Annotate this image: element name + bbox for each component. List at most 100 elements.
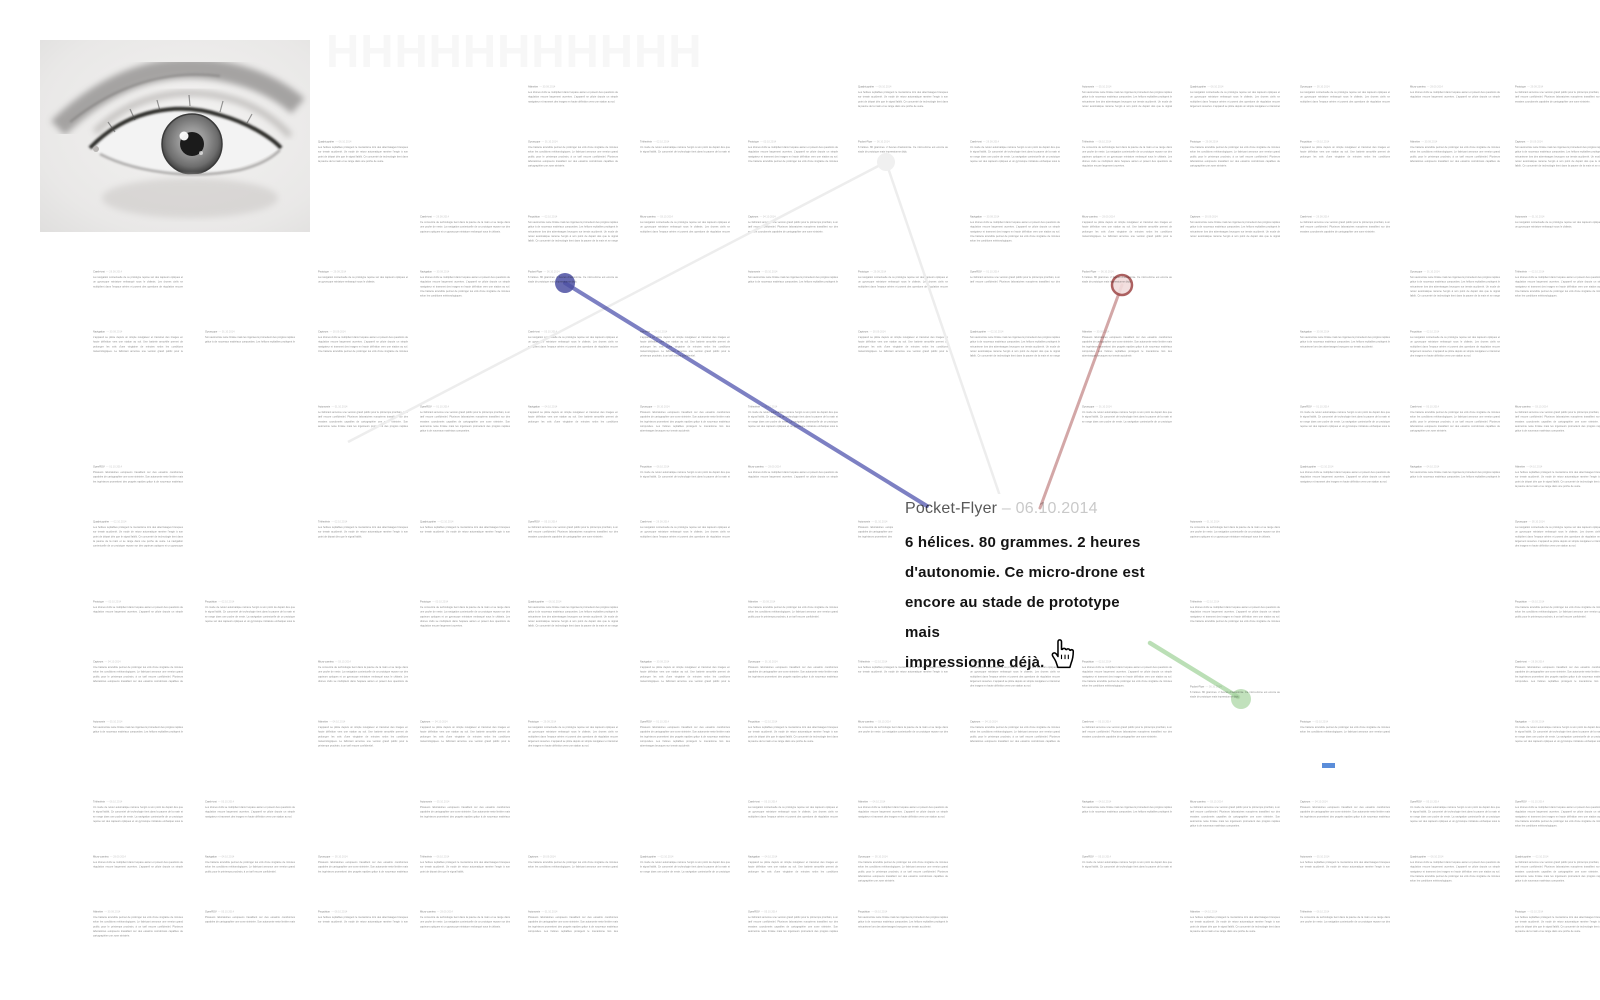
- news-item[interactable]: Navigation— 30.09.2014 L'appareil se pilo…: [93, 330, 183, 400]
- news-item[interactable]: Quadricoptère— 06.10.2014 Les drones civi…: [1410, 855, 1500, 939]
- news-item[interactable]: OpenROV— 05.10.2014 Le fabricant annonce …: [528, 520, 618, 576]
- news-item[interactable]: Quadricoptère— 06.10.2014 La navigation c…: [1190, 85, 1280, 155]
- news-item-pocket-flyer[interactable]: Pocket-Flyer— 06.10.2014 6 hélices. 80 gr…: [528, 270, 618, 312]
- news-item-pocket-flyer[interactable]: Pocket-Flyer— 06.10.2014 6 hélices. 80 gr…: [858, 140, 948, 182]
- news-item[interactable]: Capteurs— 30.09.2014 Une batterie amovibl…: [528, 855, 618, 897]
- news-item[interactable]: Télémétrie— 06.10.2014 Ce concentré de te…: [1082, 140, 1172, 224]
- news-item[interactable]: Navigation— 30.09.2014 Un mode de retour …: [1515, 720, 1600, 790]
- news-item[interactable]: Capteurs— 04.10.2014 Plusieurs laboratoir…: [1300, 800, 1390, 856]
- news-item[interactable]: Propulsion— 06.10.2014 L'appareil se pilo…: [1300, 140, 1390, 196]
- news-item[interactable]: Prototype— 29.09.2014 La navigation conte…: [318, 270, 408, 312]
- news-item[interactable]: Altimètre— 30.09.2014 Une batterie amovib…: [1410, 140, 1500, 210]
- eye-photo[interactable]: [40, 40, 310, 232]
- news-item[interactable]: Prototype— 03.10.2014 Ce concentré de tec…: [420, 600, 510, 684]
- news-item[interactable]: Crash-test— 03.10.2014 La navigation cont…: [748, 800, 838, 856]
- news-item[interactable]: Altimètre— 04.10.2014 Les drones civils s…: [858, 800, 948, 856]
- news-item[interactable]: OpenROV— 05.10.2014 Le fabricant annonce …: [748, 910, 838, 980]
- news-item[interactable]: Altimètre— 04.10.2014 Les hélices repliab…: [1190, 910, 1280, 980]
- news-item[interactable]: Gyroscope— 01.10.2014 Son autonomie reste…: [1410, 270, 1500, 354]
- news-item[interactable]: Télémétrie— 02.10.2014 Les drones civils …: [1515, 270, 1600, 354]
- news-item[interactable]: Autonomie— 05.10.2014 Son autonomie reste…: [748, 270, 838, 312]
- news-item-pocket-flyer[interactable]: Pocket-Flyer— 06.10.2014 6 hélices. 80 gr…: [1082, 270, 1172, 312]
- news-item[interactable]: Crash-test— 29.09.2014 Le fabricant annon…: [1300, 215, 1390, 271]
- news-item[interactable]: Prototype— 03.10.2014 Les drones civils s…: [748, 140, 838, 210]
- news-item[interactable]: Quadricoptère— 02.10.2014 Les hélices rep…: [93, 520, 183, 604]
- news-item[interactable]: Télémétrie— 02.10.2014 Les hélices replia…: [318, 520, 408, 576]
- news-item[interactable]: Micro-caméra— 29.09.2014 Ce concentré de …: [420, 910, 510, 966]
- news-item[interactable]: Autonomie— 01.10.2014 La navigation conte…: [1515, 215, 1600, 257]
- news-item[interactable]: Capteurs— 30.09.2014 Son autonomie reste …: [1190, 215, 1280, 285]
- news-item[interactable]: Autonomie— 01.10.2014 Le fabricant annonc…: [318, 405, 408, 475]
- news-item[interactable]: Quadricoptère— 06.10.2014 Son autonomie r…: [528, 600, 618, 684]
- news-item[interactable]: Autonomie— 05.10.2014 Plusieurs laboratoi…: [420, 800, 510, 856]
- news-item[interactable]: Propulsion— 06.10.2014 Un mode de retour …: [640, 465, 730, 507]
- news-item[interactable]: Altimètre— 30.09.2014 Plusieurs laboratoi…: [1082, 330, 1172, 414]
- news-item[interactable]: Capteurs— 30.09.2014 Son autonomie reste …: [1515, 140, 1600, 224]
- news-item[interactable]: Capteurs— 04.10.2014 Une batterie amovibl…: [93, 660, 183, 730]
- news-item[interactable]: OpenROV— 01.10.2014 Les drones civils se …: [1515, 800, 1600, 884]
- news-item[interactable]: Altimètre— 30.09.2014 Les drones civils s…: [528, 85, 618, 141]
- news-item[interactable]: Télémétrie— 02.10.2014 Un mode de retour …: [640, 140, 730, 182]
- news-item[interactable]: Navigation— 04.10.2014 L'appareil se pilo…: [748, 855, 838, 911]
- news-item[interactable]: Télémétrie— 06.10.2014 Ce concentré de te…: [1300, 910, 1390, 952]
- news-item[interactable]: Gyroscope— 05.10.2014 La navigation conte…: [1515, 520, 1600, 604]
- news-item[interactable]: OpenROV— 05.10.2014 Un mode de retour aut…: [1410, 800, 1500, 870]
- news-item[interactable]: Quadricoptère— 02.10.2014 Les hélices rep…: [420, 520, 510, 562]
- news-item[interactable]: Altimètre— 04.10.2014 Les hélices repliab…: [1515, 465, 1600, 535]
- news-item[interactable]: OpenROV— 01.10.2014 Plusieurs laboratoire…: [640, 720, 730, 804]
- news-item[interactable]: Crash-test— 29.09.2014 La navigation cont…: [640, 520, 730, 576]
- news-item[interactable]: Micro-caméra— 03.10.2014 Le fabricant ann…: [1190, 800, 1280, 884]
- news-item[interactable]: Altimètre— 04.10.2014 L'appareil se pilot…: [640, 330, 730, 414]
- news-item[interactable]: Propulsion— 02.10.2014 Un mode de retour …: [205, 600, 295, 670]
- news-item[interactable]: Propulsion— 02.10.2014 La navigation cont…: [1410, 330, 1500, 414]
- news-item[interactable]: Gyroscope— 05.10.2014 Plusieurs laboratoi…: [318, 855, 408, 911]
- news-item[interactable]: Télémétrie— 06.10.2014 Un mode de retour …: [93, 800, 183, 870]
- news-item[interactable]: Gyroscope— 01.10.2014 Une batterie amovib…: [528, 140, 618, 224]
- news-item[interactable]: Micro-caméra— 29.09.2014 L'appareil se pi…: [1082, 215, 1172, 285]
- news-item[interactable]: Crash-test— 29.09.2014 La navigation cont…: [93, 270, 183, 326]
- news-item[interactable]: Prototype— 29.09.2014 La navigation conte…: [528, 720, 618, 804]
- news-item[interactable]: Navigation— 30.09.2014 Les drones civils …: [420, 270, 510, 354]
- news-item[interactable]: Gyroscope— 05.10.2014 Une batterie amovib…: [858, 855, 948, 939]
- news-item[interactable]: Propulsion— 06.10.2014 Une batterie amovi…: [1515, 600, 1600, 656]
- focused-article[interactable]: Pocket-Flyer – 06.10.2014 6 hélices. 80 …: [893, 494, 1157, 671]
- news-item[interactable]: Micro-caméra— 03.10.2014 Ce concentré de …: [858, 720, 948, 762]
- news-item[interactable]: Gyroscope— 01.10.2014 Plusieurs laboratoi…: [748, 660, 838, 716]
- news-item-pocket-flyer[interactable]: Pocket-Flyer— 06.10.2014 6 hélices. 80 gr…: [1190, 685, 1280, 727]
- news-item[interactable]: Crash-test— 03.10.2014 Les drones civils …: [205, 800, 295, 856]
- news-item[interactable]: Autonomie— 05.10.2014 Les hélices repliab…: [1300, 855, 1390, 897]
- news-item[interactable]: Propulsion— 06.10.2014 Les hélices replia…: [318, 910, 408, 952]
- news-item[interactable]: Micro-caméra— 29.09.2014 Les drones civil…: [748, 465, 838, 507]
- news-item[interactable]: Gyroscope— 01.10.2014 Un mode de retour a…: [1082, 405, 1172, 461]
- news-item[interactable]: Prototype— 03.10.2014 Les drones civils s…: [93, 600, 183, 642]
- news-item[interactable]: OpenROV— 01.10.2014 Plusieurs laboratoire…: [93, 465, 183, 521]
- news-item[interactable]: Capteurs— 30.09.2014 L'appareil se pilote…: [858, 330, 948, 400]
- news-item[interactable]: Crash-test— 03.10.2014 Le fabricant annon…: [1082, 720, 1172, 776]
- news-item[interactable]: Télémétrie— 02.10.2014 Les hélices replia…: [858, 660, 948, 702]
- news-item[interactable]: Crash-test— 29.09.2014 Ce concentré de te…: [420, 215, 510, 271]
- news-item[interactable]: Quadricoptère— 06.10.2014 Les hélices rep…: [318, 140, 408, 210]
- news-item[interactable]: OpenROV— 05.10.2014 Un mode de retour aut…: [1082, 855, 1172, 897]
- news-item[interactable]: Propulsion— 02.10.2014 Les hélices replia…: [748, 720, 838, 790]
- news-item[interactable]: Navigation— 30.09.2014 L'appareil se pilo…: [640, 660, 730, 730]
- link-chip[interactable]: [1322, 763, 1335, 768]
- news-item[interactable]: Crash-test— 03.10.2014 La navigation cont…: [528, 330, 618, 386]
- news-item[interactable]: Quadricoptère— 02.10.2014 Un mode de reto…: [640, 855, 730, 911]
- news-item[interactable]: Gyroscope— 05.10.2014 La navigation conte…: [1300, 85, 1390, 141]
- news-item[interactable]: Capteurs— 04.10.2014 Une batterie amovibl…: [970, 720, 1060, 790]
- news-item[interactable]: Altimètre— 30.09.2014 Une batterie amovib…: [93, 910, 183, 994]
- news-item[interactable]: Autonomie— 05.10.2014 Son autonomie reste…: [1082, 85, 1172, 155]
- news-item[interactable]: Propulsion— 06.10.2014 Son autonomie rest…: [858, 910, 948, 966]
- news-item[interactable]: Navigation— 04.10.2014 Son autonomie rest…: [1082, 800, 1172, 842]
- news-item[interactable]: Altimètre— 30.09.2014 Une batterie amovib…: [748, 600, 838, 656]
- news-item[interactable]: Prototype— 29.09.2014 Le fabricant annonc…: [1515, 85, 1600, 141]
- news-item[interactable]: Micro-caméra— 29.09.2014 Les drones civil…: [1410, 85, 1500, 127]
- news-item[interactable]: OpenROV— 05.10.2014 Plusieurs laboratoire…: [205, 910, 295, 952]
- news-item[interactable]: Crash-test— 29.09.2014 Plusieurs laborato…: [1515, 660, 1600, 730]
- news-item[interactable]: Micro-caméra— 03.10.2014 Ce concentré de …: [318, 660, 408, 730]
- news-item[interactable]: Autonomie— 05.10.2014 Son autonomie reste…: [93, 720, 183, 762]
- news-item[interactable]: Prototype— 03.10.2014 La navigation conte…: [970, 660, 1060, 744]
- news-item[interactable]: Quadricoptère— 02.10.2014 Le fabricant an…: [1515, 855, 1600, 939]
- news-item[interactable]: Navigation— 04.10.2014 L'appareil se pilo…: [528, 405, 618, 461]
- news-item[interactable]: OpenROV— 01.10.2014 Le fabricant annonce …: [970, 270, 1060, 312]
